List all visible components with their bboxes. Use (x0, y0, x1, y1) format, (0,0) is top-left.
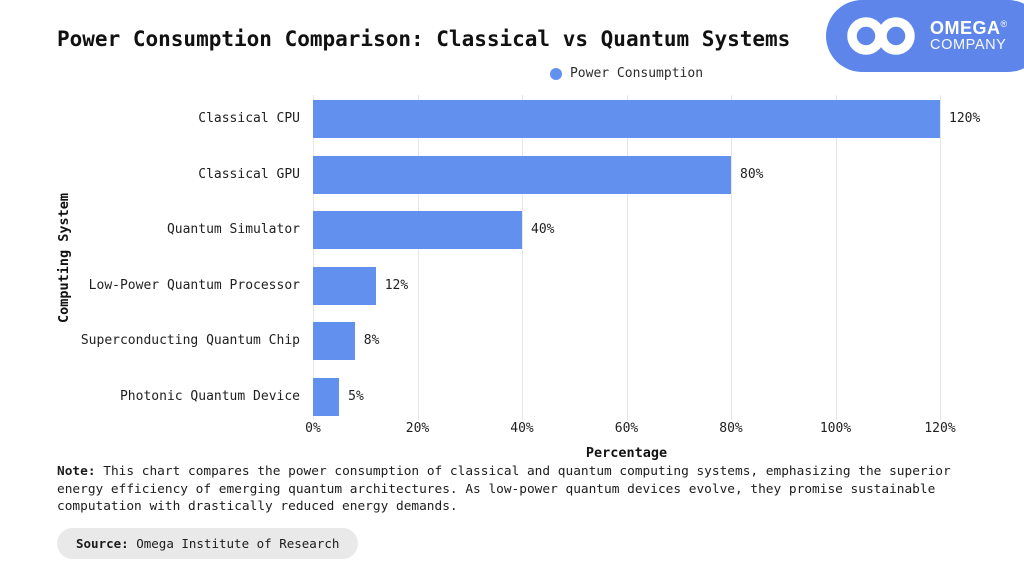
x-tick-label: 80% (719, 421, 743, 436)
gridline (731, 95, 732, 420)
legend: Power Consumption (313, 66, 940, 81)
gridline (835, 95, 837, 420)
logo-company-label: COMPANY (930, 36, 1007, 53)
value-label: 8% (363, 333, 380, 348)
bar (313, 211, 522, 249)
x-tick-label: 120% (924, 421, 956, 436)
x-tick-label: 20% (405, 421, 430, 436)
x-tick-label: 100% (819, 421, 852, 436)
plot-area: 120% 80% 40% 12% 8% 5% (313, 95, 980, 420)
bar (313, 322, 355, 360)
category-label: Classical GPU (198, 166, 300, 182)
bar (313, 377, 340, 416)
value-label: 5% (348, 388, 364, 404)
gridline (522, 95, 523, 420)
category-label: Photonic Quantum Device (119, 388, 300, 404)
value-label: 12% (384, 277, 409, 293)
x-tick-label: 0% (305, 421, 321, 436)
legend-label: Power Consumption (569, 66, 704, 81)
source-label: Source: (76, 536, 129, 551)
page-title: Power Consumption Comparison: Classical … (57, 27, 791, 51)
note-label: Note: (57, 464, 96, 479)
bar (313, 266, 376, 305)
company-logo-badge: OMEGA® COMPANY (826, 0, 1024, 72)
x-axis-ticks: 0% 20% 40% 60% 80% 100% 120% (305, 421, 955, 436)
logo-brand-name: OMEGA® (930, 17, 1008, 38)
x-tick-label: 40% (510, 421, 534, 436)
category-label: Superconducting Quantum Chip (80, 333, 300, 348)
gridline (626, 95, 628, 420)
category-labels: Classical CPU Classical GPU Quantum Simula… (0, 95, 300, 420)
value-label: 80% (740, 166, 764, 182)
gridline (417, 95, 419, 420)
value-label: 120% (949, 111, 981, 126)
infinity-icon (847, 17, 915, 55)
gridline (313, 95, 314, 420)
category-label: Low-Power Quantum Processor (88, 277, 300, 293)
legend-marker-icon (549, 67, 562, 80)
x-axis-title: Percentage (585, 445, 668, 461)
value-label: 40% (531, 222, 555, 237)
category-label: Classical CPU (198, 111, 300, 126)
x-tick-label: 60% (614, 421, 639, 436)
note-text: Note: This chart compares the power cons… (57, 464, 951, 515)
bar (313, 155, 731, 194)
logo-text: OMEGA® COMPANY (930, 17, 1008, 53)
category-label: Quantum Simulator (166, 222, 300, 237)
bar (313, 100, 940, 138)
source-badge: Source: Omega Institute of Research (57, 528, 359, 559)
gridline (940, 95, 941, 420)
